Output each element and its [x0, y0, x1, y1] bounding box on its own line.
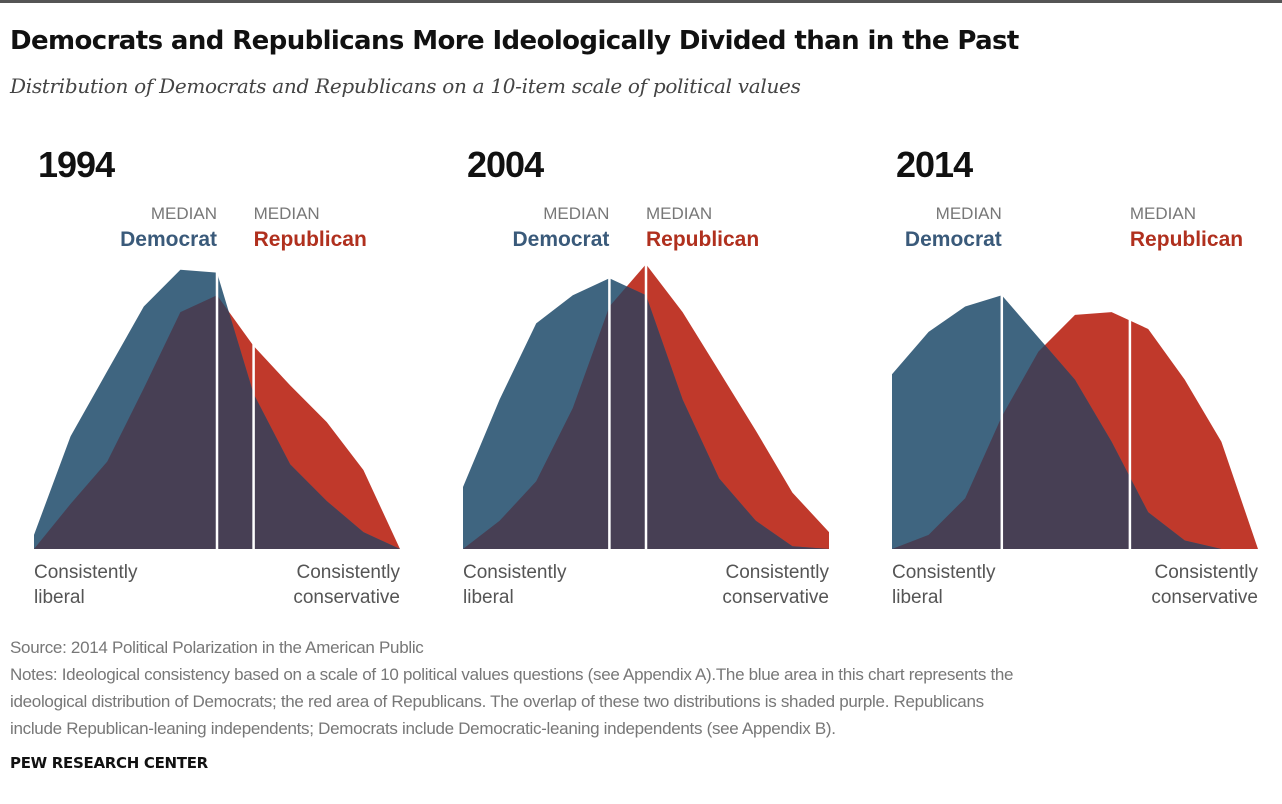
- democrat-median-caption: MEDIAN: [543, 204, 609, 223]
- republican-median-label: Republican: [646, 228, 759, 251]
- conservative-label-line-2: conservative: [722, 587, 829, 608]
- year-label: 2014: [896, 144, 973, 185]
- democrat-median-label: Democrat: [905, 228, 1002, 251]
- panel-2004: 2004 MEDIAN Democrat MEDIAN Republican Consis…: [463, 144, 829, 608]
- footer: Source: 2014 Political Polarization in t…: [10, 634, 1272, 742]
- distribution-charts: 1994 MEDIAN Democrat MEDIAN Republican Consis…: [34, 144, 1258, 608]
- chart-subtitle: Distribution of Democrats and Republican…: [10, 74, 801, 98]
- notes-line-1: Notes: Ideological consistency based on …: [10, 665, 1014, 684]
- notes-line-3: include Republican-leaning independents;…: [10, 719, 836, 738]
- democrat-median-caption: MEDIAN: [151, 204, 217, 223]
- republican-median-caption: MEDIAN: [646, 204, 712, 223]
- panel-2014: 2014 MEDIAN Democrat MEDIAN Republican Consis…: [892, 144, 1258, 608]
- conservative-label-line-1: Consistently: [1155, 562, 1259, 583]
- liberal-label-line-1: Consistently: [463, 562, 567, 583]
- year-label: 2004: [467, 144, 544, 185]
- liberal-label-line-2: liberal: [34, 587, 85, 608]
- source-note: Source: 2014 Political Polarization in t…: [10, 638, 424, 657]
- top-rule: [0, 0, 1282, 3]
- democrat-median-label: Democrat: [120, 228, 217, 251]
- republican-median-label: Republican: [1130, 228, 1243, 251]
- republican-median-label: Republican: [254, 228, 367, 251]
- democrat-median-label: Democrat: [513, 228, 610, 251]
- conservative-label-line-1: Consistently: [726, 562, 830, 583]
- liberal-label-line-1: Consistently: [892, 562, 996, 583]
- liberal-label-line-1: Consistently: [34, 562, 138, 583]
- notes-line-2: ideological distribution of Democrats; t…: [10, 692, 984, 711]
- republican-median-caption: MEDIAN: [254, 204, 320, 223]
- democrat-median-caption: MEDIAN: [936, 204, 1002, 223]
- conservative-label-line-2: conservative: [293, 587, 400, 608]
- conservative-label-line-2: conservative: [1151, 587, 1258, 608]
- chart-title: Democrats and Republicans More Ideologic…: [10, 26, 1019, 56]
- liberal-label-line-2: liberal: [463, 587, 514, 608]
- year-label: 1994: [38, 144, 115, 185]
- conservative-label-line-1: Consistently: [297, 562, 401, 583]
- pew-credit: PEW RESEARCH CENTER: [10, 754, 208, 772]
- republican-median-caption: MEDIAN: [1130, 204, 1196, 223]
- panel-1994: 1994 MEDIAN Democrat MEDIAN Republican Consis…: [34, 144, 400, 608]
- liberal-label-line-2: liberal: [892, 587, 943, 608]
